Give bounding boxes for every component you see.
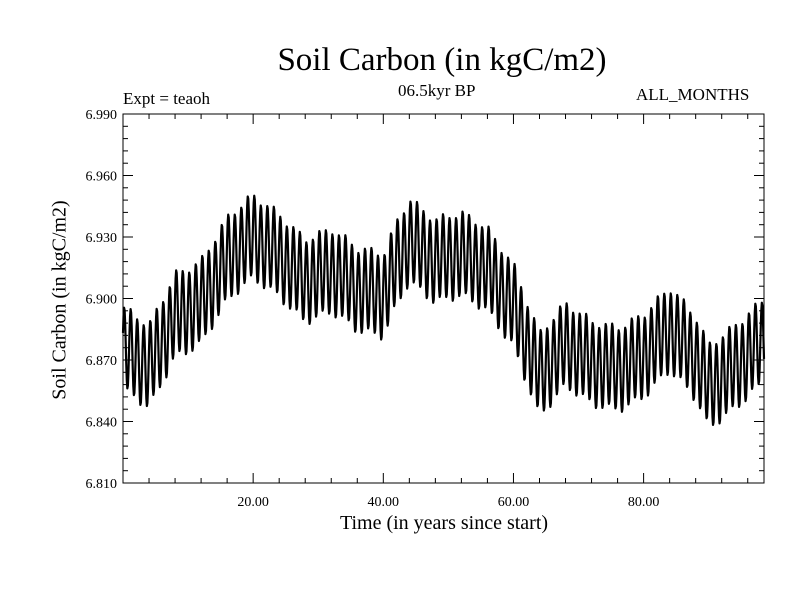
chart-title: Soil Carbon (in kgC/m2) [277, 42, 607, 78]
y-tick-label: 6.810 [86, 477, 118, 492]
y-tick-label: 6.990 [86, 108, 118, 123]
y-tick-label: 6.840 [86, 416, 118, 431]
y-tick-label: 6.870 [86, 354, 118, 369]
x-tick-label: 40.00 [368, 495, 400, 510]
x-axis-label: Time (in years since start) [339, 512, 549, 534]
y-tick-label: 6.960 [86, 170, 118, 185]
x-tick-label: 20.00 [237, 495, 269, 510]
y-tick-label: 6.900 [86, 293, 118, 308]
x-tick-label: 80.00 [628, 495, 660, 510]
x-tick-label: 60.00 [498, 495, 530, 510]
chart-subtitle: 06.5kyr BP [398, 81, 476, 100]
y-tick-label: 6.930 [86, 231, 118, 246]
soil-carbon-series-line [121, 194, 766, 427]
months-label: ALL_MONTHS [636, 85, 750, 104]
axis-tick-labels: 6.810 6.840 6.870 6.900 6.930 6.960 6.990 20.00… [86, 108, 660, 510]
plot-frame [122, 113, 765, 484]
experiment-label: Expt = teaoh [123, 89, 211, 108]
